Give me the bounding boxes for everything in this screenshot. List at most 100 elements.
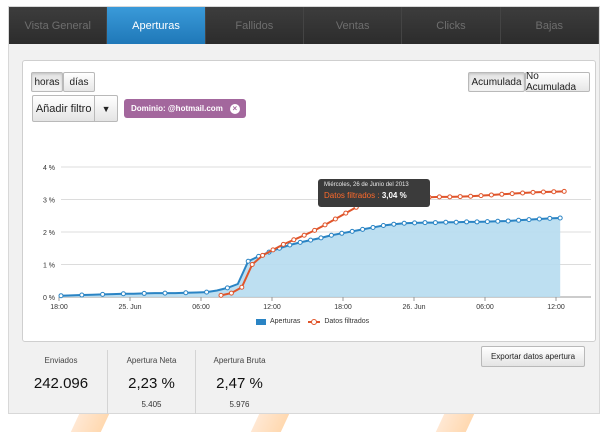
filtrados-point — [447, 194, 453, 200]
caret-down-icon[interactable]: ▼ — [94, 96, 117, 121]
aperturas-point — [380, 223, 386, 228]
aperturas-point — [484, 219, 490, 225]
filtrados-point — [488, 192, 494, 198]
tab-ventas[interactable]: Ventas — [303, 7, 403, 44]
add-filter-label: Añadir filtro — [35, 102, 92, 115]
aperturas-point — [339, 230, 345, 236]
filtrados-point — [322, 222, 328, 228]
stat-gross-open-label: Apertura Bruta — [213, 356, 266, 365]
aperturas-point — [308, 237, 314, 243]
aperturas-point — [141, 290, 147, 296]
filtrados-point — [468, 193, 474, 199]
filtrados-point — [499, 191, 505, 197]
filtrados-point — [280, 241, 286, 247]
stat-sent-value: 242.096 — [33, 375, 89, 392]
cumulative-button[interactable]: Acumulada — [468, 72, 525, 92]
filtrados-point — [478, 193, 484, 199]
chart-panel: horas días Acumulada No Acumulada Añadir… — [22, 60, 596, 342]
tab-clicks[interactable]: Clicks — [402, 7, 501, 44]
filtrados-point — [270, 247, 276, 253]
close-icon[interactable]: × — [229, 103, 240, 114]
y-tick-label: 3 % — [43, 198, 55, 205]
x-tick-label: 26. Jun — [403, 304, 426, 311]
filtrados-point — [312, 227, 318, 233]
legend-filtrados[interactable]: Datos filtrados — [324, 318, 370, 325]
non-cumulative-button[interactable]: No Acumulada — [525, 71, 590, 93]
filtrados-point — [260, 252, 266, 258]
aperturas-point — [453, 219, 459, 225]
aperturas-point — [443, 219, 449, 225]
filter-tag[interactable]: Dominio: @hotmail.com × — [124, 99, 246, 118]
aperturas-point — [505, 218, 511, 224]
aperturas-point — [495, 218, 501, 224]
aperturas-swatch — [256, 318, 266, 325]
aperturas-point — [391, 221, 397, 227]
days-button[interactable]: días — [63, 72, 95, 92]
hours-button[interactable]: horas — [31, 72, 63, 92]
filtrados-point — [249, 262, 255, 267]
filtrados-point — [520, 190, 526, 196]
x-tick-label: 18:00 — [334, 304, 352, 311]
x-tick-label: 06:00 — [192, 304, 210, 311]
aperturas-point — [120, 291, 126, 297]
aperturas-point — [318, 235, 324, 241]
aperturas-point — [183, 290, 189, 296]
aperturas-point — [464, 219, 470, 225]
filtrados-point — [301, 232, 307, 238]
aperturas-point — [474, 219, 480, 225]
aperturas-point — [401, 220, 407, 226]
filtrados-point — [239, 284, 245, 290]
legend-aperturas[interactable]: Aperturas — [270, 318, 301, 325]
tooltip-series: Datos filtrados : — [324, 191, 380, 200]
aperturas-point — [360, 226, 366, 232]
tab-fallidos[interactable]: Fallidos — [205, 7, 304, 44]
x-tick-label: 06:00 — [476, 304, 494, 311]
aperturas-point — [557, 215, 563, 221]
add-filter-button[interactable]: Añadir filtro ▼ — [32, 95, 118, 122]
aperturas-point — [224, 285, 230, 291]
aperturas-point — [422, 220, 428, 226]
x-tick-label: 12:00 — [263, 304, 281, 311]
filtrados-point — [218, 292, 224, 298]
aperturas-point — [536, 216, 542, 222]
tooltip-date: Miércoles, 26 de Junio del 2013 — [324, 182, 409, 188]
filtrados-point — [228, 290, 234, 296]
stat-gross-open-value: 2,47 % — [216, 375, 263, 392]
aperturas-point — [547, 215, 553, 221]
filtrados-point — [509, 191, 515, 197]
aperturas-point — [412, 220, 418, 226]
x-tick-label: 12:00 — [547, 304, 565, 311]
y-tick-label: 4 % — [43, 165, 55, 172]
aperturas-point — [526, 217, 532, 223]
aperturas-point — [516, 217, 522, 223]
tab-aperturas[interactable]: Aperturas — [107, 7, 206, 44]
aperturas-point — [100, 291, 106, 297]
aperturas-point — [245, 258, 251, 264]
x-tick-label: 25. Jun — [119, 304, 142, 311]
stat-gross-open-sub: 5.976 — [229, 400, 250, 409]
tab-vista-general[interactable]: Vista General — [9, 7, 108, 44]
export-button[interactable]: Exportar datos apertura — [481, 346, 585, 367]
chart-tooltip: Miércoles, 26 de Junio del 2013 Datos fi… — [318, 179, 430, 207]
aperturas-point — [349, 228, 355, 234]
aperturas-point — [287, 242, 293, 248]
filtrados-point — [343, 210, 349, 216]
stats-bar: Enviados 242.096 Apertura Neta 2,23 % 5.… — [9, 342, 599, 414]
filter-tag-label: Dominio: @hotmail.com — [131, 104, 223, 113]
tab-bar: Vista General Aperturas Fallidos Ventas … — [9, 7, 599, 44]
aperturas-point — [432, 220, 438, 226]
stat-sent: Enviados 242.096 — [17, 350, 105, 414]
aperturas-point — [58, 293, 64, 299]
y-tick-label: 0 % — [43, 295, 55, 302]
filtrados-point — [540, 189, 546, 195]
filtrados-point — [530, 189, 536, 195]
stat-net-open-label: Apertura Neta — [126, 356, 177, 365]
tooltip-line: Datos filtrados : 3,04 % — [324, 191, 424, 200]
filtrados-point — [561, 188, 567, 194]
tab-bajas[interactable]: Bajas — [500, 7, 599, 44]
x-tick-label: 18:00 — [50, 304, 68, 311]
filtrados-point — [457, 194, 463, 200]
chart-legend: Aperturas Datos filtrados — [256, 318, 369, 325]
stat-net-open-sub: 5.405 — [141, 400, 162, 409]
stat-net-open-value: 2,23 % — [128, 375, 175, 392]
